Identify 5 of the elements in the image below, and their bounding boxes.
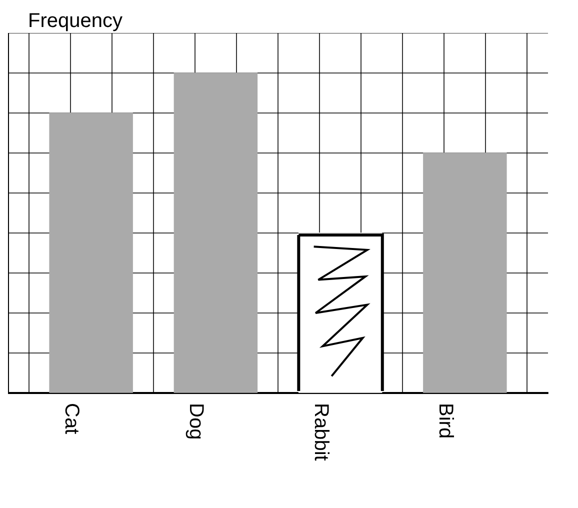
y-axis-title: Frequency <box>28 10 124 33</box>
x-tick-label: Bird <box>434 403 456 439</box>
x-tick-label: Rabbit <box>310 403 332 462</box>
x-tick-label: Dog <box>185 403 208 440</box>
x-tick-label: Cat <box>60 403 83 435</box>
